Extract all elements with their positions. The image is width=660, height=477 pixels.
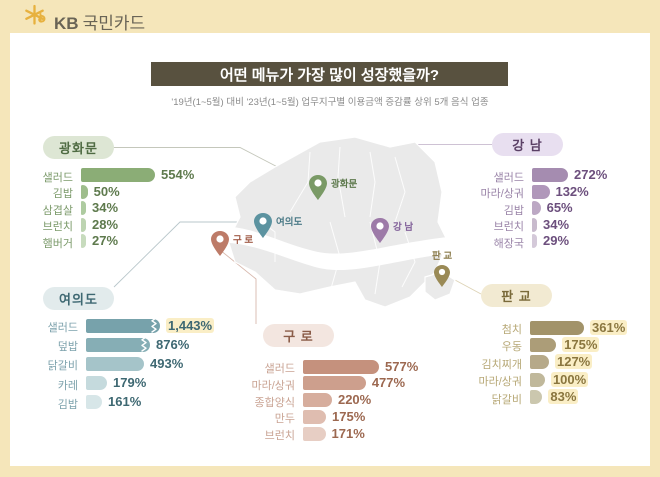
svg-text:여의도: 여의도 [276, 216, 302, 228]
svg-text:광화문: 광화문 [331, 178, 357, 190]
svg-text:강 남: 강 남 [393, 221, 413, 233]
svg-text:구 로: 구 로 [233, 235, 253, 246]
svg-text:판 교: 판 교 [432, 250, 452, 262]
